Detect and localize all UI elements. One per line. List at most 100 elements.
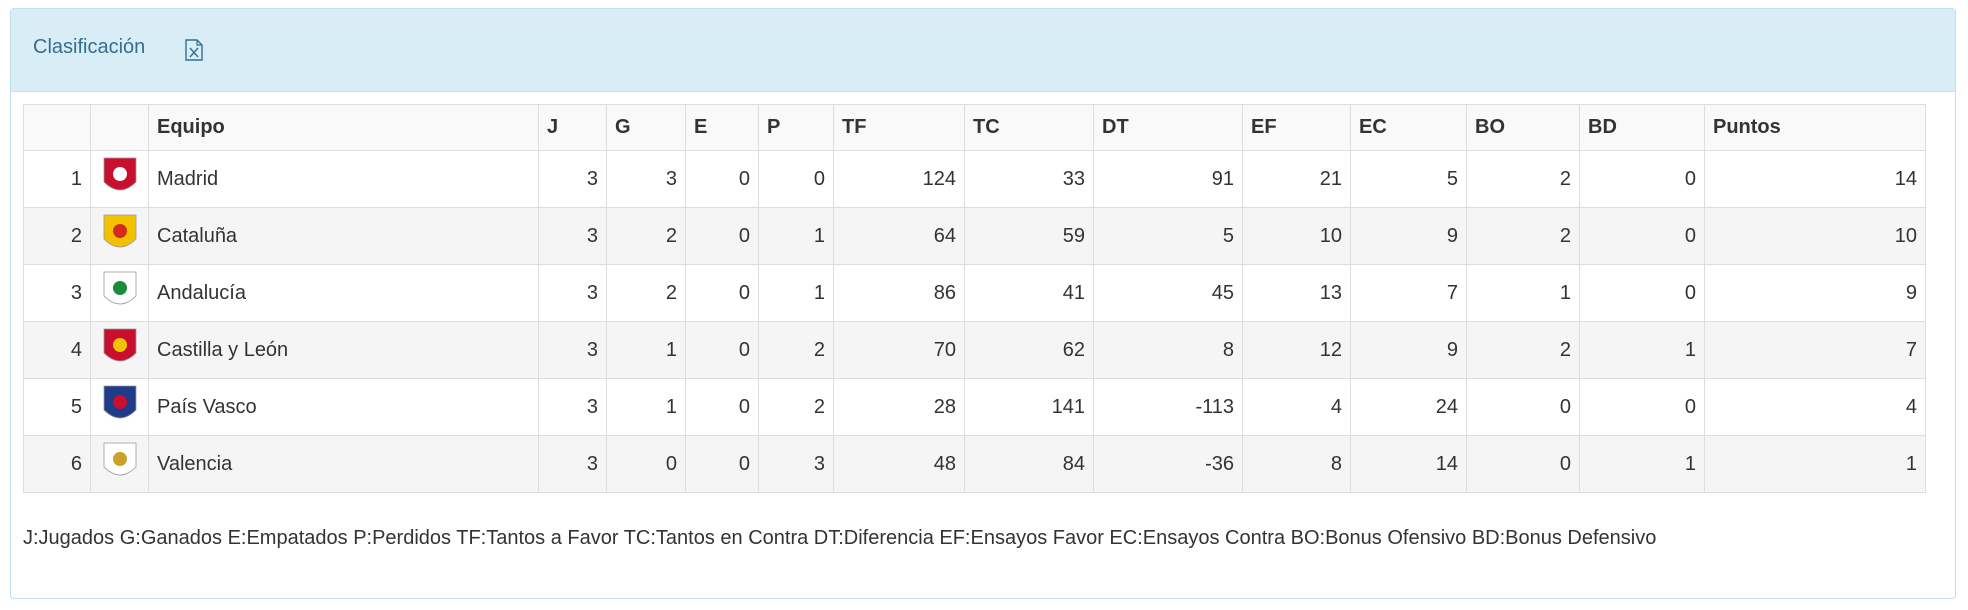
stat-cell: 21	[1242, 150, 1351, 208]
stat-cell: -113	[1093, 378, 1243, 436]
standings-table: Equipo J G E P TF TC DT EF EC BO BD Puntos 1 Madrid 3 3…	[23, 104, 1926, 493]
header-cell: P	[758, 104, 834, 151]
header-cell: EC	[1350, 104, 1467, 151]
stat-cell: 33	[964, 150, 1094, 208]
stat-cell: 86	[833, 264, 965, 322]
position-cell: 4	[23, 321, 91, 379]
stat-cell: 70	[833, 321, 965, 379]
stat-cell: 2	[1466, 321, 1580, 379]
stat-cell: 64	[833, 207, 965, 265]
stat-cell: 3	[606, 150, 686, 208]
header-cell: J	[538, 104, 607, 151]
header-cell: DT	[1093, 104, 1243, 151]
stat-cell: 59	[964, 207, 1094, 265]
stat-cell: 9	[1350, 207, 1467, 265]
stat-cell: 3	[538, 207, 607, 265]
stat-cell: 24	[1350, 378, 1467, 436]
team-name: Castilla y León	[148, 321, 539, 379]
panel-header: Clasificación	[11, 9, 1955, 92]
stat-cell: 14	[1704, 150, 1926, 208]
stat-cell: 0	[685, 378, 759, 436]
stat-cell: 1	[606, 321, 686, 379]
stat-cell: 2	[1466, 207, 1580, 265]
header-cell: BO	[1466, 104, 1580, 151]
stat-cell: 3	[538, 321, 607, 379]
position-cell: 3	[23, 264, 91, 322]
stat-cell: 0	[1579, 207, 1705, 265]
stat-cell: 1	[758, 207, 834, 265]
team-logo	[103, 271, 136, 305]
legend-text: J:Jugados G:Ganados E:Empatados P:Perdid…	[23, 527, 1657, 549]
stat-cell: 1	[1579, 321, 1705, 379]
panel: Clasificación	[10, 8, 1956, 599]
stat-cell: 0	[685, 150, 759, 208]
stat-cell: 3	[538, 150, 607, 208]
stat-cell: -36	[1093, 435, 1243, 493]
header-cell: E	[685, 104, 759, 151]
stat-cell: 8	[1242, 435, 1351, 493]
stat-cell: 84	[964, 435, 1094, 493]
team-name: Andalucía	[148, 264, 539, 322]
stat-cell: 2	[1466, 150, 1580, 208]
position-cell: 2	[23, 207, 91, 265]
table-row: 1 Madrid 3 3 0 0 124 33 91 21 5 2 0 14	[23, 150, 1926, 208]
stat-cell: 3	[758, 435, 834, 493]
stat-cell: 3	[538, 264, 607, 322]
team-logo	[103, 442, 136, 476]
stat-cell: 2	[606, 207, 686, 265]
stat-cell: 1	[1466, 264, 1580, 322]
stat-cell: 124	[833, 150, 965, 208]
table-row: 4 Castilla y León 3 1 0 2 70 62 8 12 9 2 1 7	[23, 321, 1926, 379]
stat-cell: 7	[1704, 321, 1926, 379]
stat-cell: 1	[758, 264, 834, 322]
team-logo	[103, 214, 136, 248]
logo-cell	[90, 321, 149, 379]
team-logo	[103, 385, 136, 419]
team-name: Madrid	[148, 150, 539, 208]
logo-cell	[90, 150, 149, 208]
stat-cell: 7	[1350, 264, 1467, 322]
stat-cell: 0	[685, 207, 759, 265]
stat-cell: 4	[1704, 378, 1926, 436]
header-cell	[90, 104, 149, 151]
logo-cell	[90, 207, 149, 265]
stat-cell: 2	[758, 321, 834, 379]
stat-cell: 0	[1579, 378, 1705, 436]
logo-cell	[90, 264, 149, 322]
team-logo	[103, 157, 136, 191]
header-cell: EF	[1242, 104, 1351, 151]
stat-cell: 9	[1704, 264, 1926, 322]
team-name: Valencia	[148, 435, 539, 493]
stat-cell: 9	[1350, 321, 1467, 379]
stat-cell: 8	[1093, 321, 1243, 379]
stat-cell: 91	[1093, 150, 1243, 208]
stat-cell: 2	[758, 378, 834, 436]
stat-cell: 0	[1579, 264, 1705, 322]
table-row: 5 País Vasco 3 1 0 2 28 141 -113 4 24 0 0 4	[23, 378, 1926, 436]
stat-cell: 1	[606, 378, 686, 436]
stat-cell: 62	[964, 321, 1094, 379]
table-row: 3 Andalucía 3 2 0 1 86 41 45 13 7 1 0 9	[23, 264, 1926, 322]
header-row: Equipo J G E P TF TC DT EF EC BO BD Puntos	[23, 104, 1926, 151]
stat-cell: 3	[538, 378, 607, 436]
team-name: País Vasco	[148, 378, 539, 436]
stat-cell: 45	[1093, 264, 1243, 322]
stat-cell: 4	[1242, 378, 1351, 436]
stat-cell: 48	[833, 435, 965, 493]
header-cell	[23, 104, 91, 151]
header-cell: Puntos	[1704, 104, 1926, 151]
panel-title: Clasificación	[33, 36, 146, 58]
team-name: Cataluña	[148, 207, 539, 265]
header-cell: TF	[833, 104, 965, 151]
stat-cell: 41	[964, 264, 1094, 322]
stat-cell: 0	[1466, 435, 1580, 493]
stat-cell: 12	[1242, 321, 1351, 379]
stat-cell: 0	[685, 264, 759, 322]
excel-export-icon[interactable]	[185, 39, 203, 61]
position-cell: 5	[23, 378, 91, 436]
stat-cell: 28	[833, 378, 965, 436]
position-cell: 1	[23, 150, 91, 208]
stat-cell: 0	[1579, 150, 1705, 208]
stat-cell: 0	[685, 435, 759, 493]
stat-cell: 2	[606, 264, 686, 322]
